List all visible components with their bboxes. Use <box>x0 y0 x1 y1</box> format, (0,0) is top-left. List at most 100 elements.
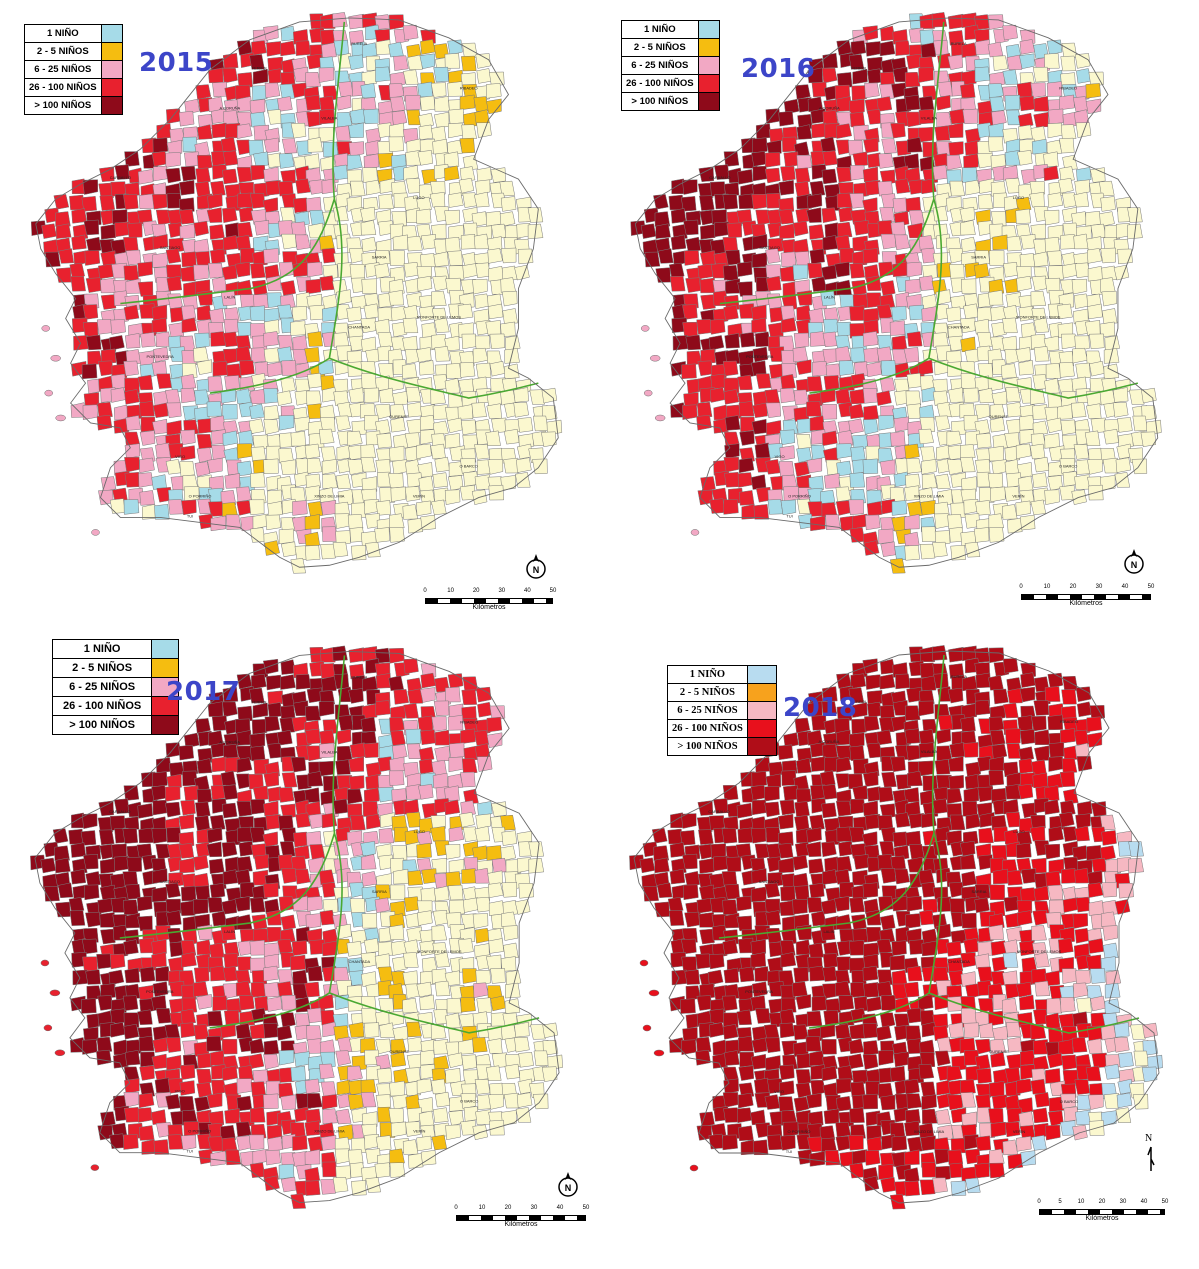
municipality-area <box>447 1052 464 1069</box>
municipality-area <box>388 289 404 306</box>
municipality-area <box>891 500 908 516</box>
municipality-area <box>1044 799 1060 815</box>
municipality-area <box>1075 362 1091 379</box>
municipality-area <box>750 784 767 801</box>
municipality-area <box>1029 825 1046 842</box>
north-arrow-icon: N <box>526 554 546 579</box>
municipality-area <box>809 515 826 532</box>
municipality-area <box>318 760 335 777</box>
municipality-area <box>782 785 799 801</box>
scale-tick-label: 40 <box>1140 1199 1148 1205</box>
municipality-area <box>780 387 796 404</box>
municipality-area <box>751 418 768 435</box>
municipality-area <box>821 701 838 717</box>
municipality-area <box>946 788 963 805</box>
municipality-area <box>1003 798 1019 815</box>
legend-2016: 1 NIÑO 2 - 5 NIÑOS 6 - 25 NIÑOS 26 - 100… <box>621 20 720 111</box>
municipality-area <box>977 331 993 348</box>
municipality-area <box>1017 715 1033 731</box>
municipality-area <box>862 771 879 787</box>
municipality-area <box>319 235 335 251</box>
municipality-area <box>210 415 226 431</box>
municipality-area <box>838 360 855 376</box>
municipality-area <box>1033 456 1050 473</box>
municipality-area <box>850 673 867 690</box>
municipality-area <box>263 331 279 347</box>
municipality-area <box>320 1135 337 1151</box>
municipality-area <box>334 513 351 529</box>
municipality-area <box>989 730 1006 746</box>
municipality-area <box>822 953 839 969</box>
municipality-area <box>418 359 435 376</box>
municipality-area <box>360 456 377 473</box>
municipality-area <box>722 816 739 832</box>
municipality-area <box>264 82 281 99</box>
municipality-area <box>180 939 197 956</box>
municipality-area <box>417 784 434 800</box>
municipality-area <box>263 347 280 363</box>
municipality-area <box>849 472 866 488</box>
municipality-area <box>335 1050 351 1066</box>
municipality-area <box>963 387 979 404</box>
municipality-area <box>960 952 976 968</box>
municipality-area <box>473 191 490 208</box>
municipality-area <box>880 1177 896 1193</box>
municipality-area <box>220 489 237 506</box>
island <box>90 1164 100 1171</box>
municipality-area <box>879 459 896 475</box>
municipality-area <box>935 473 951 490</box>
municipality-area <box>881 771 897 788</box>
municipality-area <box>99 166 115 182</box>
municipality-area <box>350 180 366 197</box>
municipality-area <box>796 434 812 450</box>
municipality-area <box>388 41 404 58</box>
municipality-area <box>1071 1037 1088 1053</box>
municipality-area <box>834 869 851 885</box>
municipality-area <box>236 346 252 362</box>
municipality-area <box>849 798 866 815</box>
municipality-area <box>975 39 991 55</box>
municipality-area <box>489 71 505 88</box>
municipality-area <box>1033 885 1050 902</box>
municipality-area <box>906 331 923 347</box>
municipality-area <box>211 910 228 927</box>
municipality-area <box>139 457 155 474</box>
municipality-area <box>1132 1093 1149 1110</box>
municipality-area <box>305 913 322 929</box>
municipality-area <box>279 1067 295 1083</box>
municipality-area <box>348 13 364 30</box>
municipality-area <box>250 111 266 128</box>
municipality-area <box>1071 278 1088 295</box>
municipality-area <box>1088 938 1104 954</box>
municipality-area <box>532 1093 549 1110</box>
municipality-area <box>501 830 518 846</box>
municipality-area <box>433 251 449 267</box>
municipality-area <box>166 139 183 156</box>
place-label: LUGO <box>1013 195 1024 200</box>
municipality-area <box>207 457 223 474</box>
municipality-area <box>946 941 962 957</box>
municipality-area <box>445 1067 461 1084</box>
municipality-area <box>477 801 493 817</box>
municipality-area <box>307 137 324 153</box>
municipality-area <box>894 178 911 194</box>
municipality-area <box>835 234 851 251</box>
municipality-area <box>304 485 320 501</box>
municipality-area <box>292 335 308 351</box>
municipality-area <box>137 803 153 819</box>
municipality-area <box>320 543 336 560</box>
municipality-area <box>448 108 464 125</box>
municipality-area <box>781 317 797 333</box>
legend-swatch <box>100 42 123 61</box>
municipality-area <box>947 957 964 973</box>
municipality-area <box>267 109 283 125</box>
municipality-area <box>866 361 882 378</box>
municipality-area <box>836 1078 852 1095</box>
municipality-area <box>251 85 268 101</box>
municipality-area <box>407 517 424 534</box>
municipality-area <box>460 419 477 436</box>
municipality-area <box>989 704 1006 721</box>
municipality-area <box>474 730 490 746</box>
municipality-area <box>320 647 336 663</box>
municipality-area <box>178 843 195 859</box>
